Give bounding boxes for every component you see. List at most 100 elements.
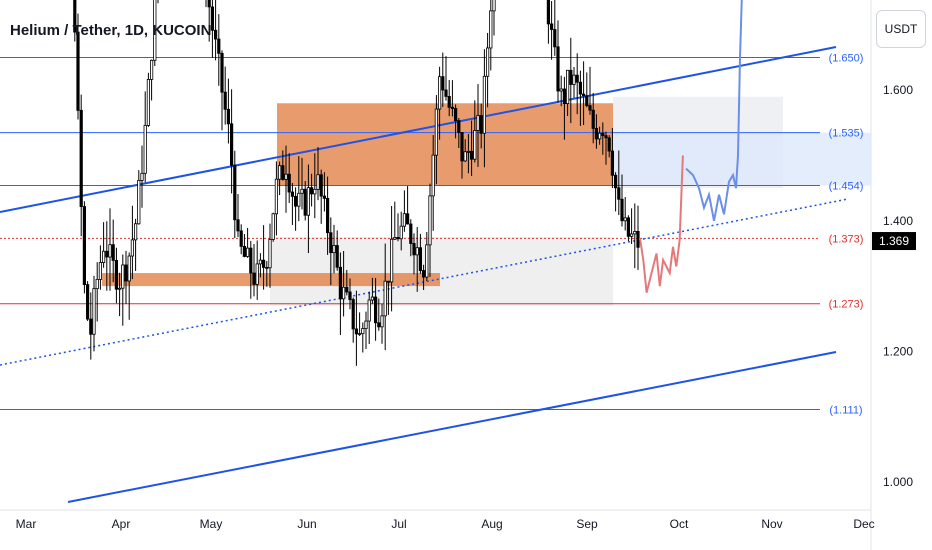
candle-body: [207, 0, 211, 8]
candle-body: [367, 299, 371, 322]
candle-body: [236, 219, 240, 232]
candle-body: [121, 264, 125, 289]
level-label: (1.273): [829, 299, 864, 311]
x-tick-label: Jun: [297, 517, 316, 531]
last-price-label: 1.369: [879, 234, 909, 248]
candle-body: [626, 217, 631, 237]
candle-body: [335, 245, 339, 268]
level-label: (1.454): [829, 181, 864, 193]
candle-body: [610, 150, 615, 176]
candle-body: [556, 46, 560, 92]
candle-body: [325, 198, 330, 234]
currency-button[interactable]: USDT: [876, 10, 926, 48]
candle-body: [473, 129, 477, 160]
candle-body: [76, 31, 80, 111]
candle-body: [393, 237, 397, 240]
channel-mid-line: [0, 198, 849, 366]
candle-body: [591, 109, 595, 129]
candle-body: [562, 88, 567, 104]
candle-body: [89, 318, 93, 335]
candle-body: [412, 243, 416, 256]
candle-body: [143, 125, 147, 174]
candle-body: [124, 264, 128, 282]
candle-body: [300, 188, 304, 194]
candle-body: [582, 93, 586, 97]
candle-body: [415, 247, 419, 256]
candle-body: [559, 88, 563, 92]
candle-body: [233, 164, 237, 221]
candle-body: [614, 174, 618, 189]
candle-body: [348, 291, 352, 300]
supply-zone: [277, 103, 613, 186]
candle-body: [118, 287, 122, 290]
candle-body: [102, 250, 106, 263]
candle-body: [569, 69, 573, 85]
candle-body: [95, 278, 99, 290]
candle-body: [421, 270, 426, 278]
candle-body: [447, 95, 451, 108]
candle-body: [594, 128, 599, 140]
candle-body: [489, 10, 493, 49]
projection-blue-path: [685, 0, 743, 221]
candle-body: [607, 137, 611, 152]
candle-body: [575, 74, 579, 83]
candle-body: [361, 328, 365, 334]
candle-body: [389, 238, 394, 283]
level-label: (1.650): [829, 53, 864, 65]
candle-body: [226, 108, 230, 125]
y-tick-label: 1.600: [883, 83, 913, 97]
projection-red-path: [639, 155, 684, 293]
candle-body: [453, 108, 458, 122]
candle-body: [261, 259, 266, 268]
candle-body: [133, 223, 138, 241]
candle-body: [383, 280, 387, 317]
candle-body: [418, 247, 423, 271]
candle-body: [220, 52, 224, 93]
candle-body: [428, 195, 432, 246]
candle-body: [444, 89, 448, 97]
candle-body: [601, 132, 605, 137]
candle-body: [271, 213, 275, 240]
x-tick-label: Mar: [16, 517, 37, 531]
candle-body: [578, 81, 583, 95]
candle-body: [604, 135, 608, 139]
candle-body: [239, 230, 243, 247]
candle-body: [293, 195, 298, 207]
candle-body: [140, 172, 144, 181]
candle-body: [223, 91, 227, 110]
candle-body: [585, 95, 589, 107]
candle-body: [290, 191, 295, 197]
candle-body: [245, 247, 250, 257]
candle-body: [153, 0, 157, 61]
x-tick-label: Nov: [761, 517, 782, 531]
candle-body: [370, 296, 375, 301]
x-tick-label: Apr: [112, 517, 131, 531]
candle-body: [396, 237, 400, 240]
candle-body: [550, 23, 554, 30]
candle-body: [149, 59, 154, 80]
candle-body: [105, 250, 109, 258]
chart-title: Helium / Tether, 1D, KUCOIN: [10, 22, 212, 39]
candle-body: [313, 188, 317, 195]
channel-lower-line: [67, 351, 837, 503]
candle-body: [373, 296, 378, 324]
candle-body: [633, 230, 637, 235]
candle-body: [553, 29, 557, 48]
candle-body: [306, 187, 311, 216]
candle-body: [380, 315, 384, 328]
candle-body: [425, 244, 429, 278]
candle-body: [213, 29, 218, 40]
candle-body: [242, 245, 246, 257]
candle-body: [322, 195, 327, 199]
candle-body: [265, 266, 269, 269]
candle-body: [73, 0, 77, 33]
candle-body: [466, 150, 471, 153]
candle-body: [127, 255, 131, 282]
candle-body: [636, 230, 640, 248]
candle-body: [566, 69, 570, 104]
candle-body: [434, 108, 439, 156]
candle-body: [431, 154, 435, 197]
y-tick-label: 1.400: [883, 214, 913, 228]
x-tick-label: Dec: [853, 517, 874, 531]
